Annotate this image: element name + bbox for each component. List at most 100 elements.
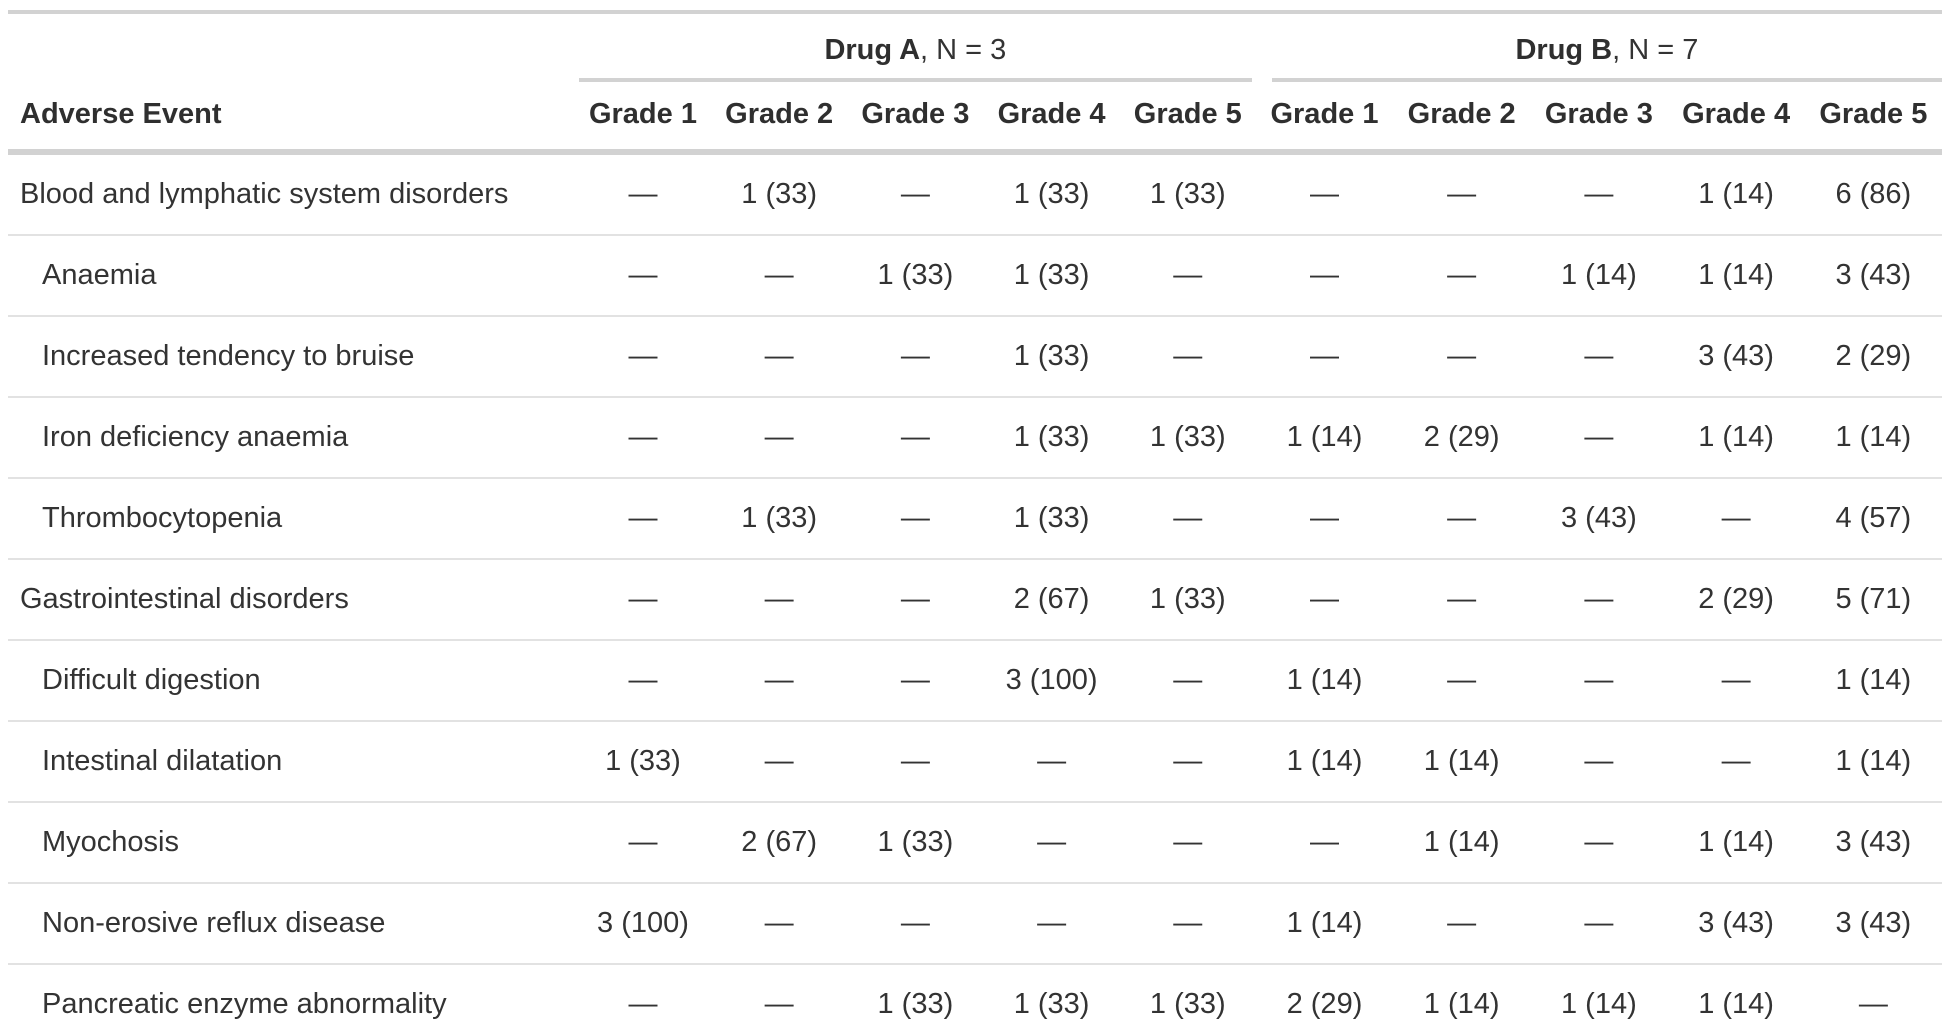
value-cell: —: [983, 801, 1120, 883]
value-cell: 1 (33): [983, 396, 1120, 478]
value-cell: 5 (71): [1804, 558, 1942, 640]
value-cell: —: [1584, 178, 1614, 210]
value-cell: 2 (29): [1804, 315, 1942, 397]
value-cell: 1 (14): [1804, 720, 1942, 802]
value-cell: 2 (29): [1393, 396, 1531, 478]
value-cell: —: [574, 639, 712, 721]
value-cell: —: [574, 558, 712, 640]
value-cell: 1 (33): [574, 720, 712, 802]
value-cell: —: [711, 396, 848, 478]
value-cell: 1 (14): [1667, 963, 1805, 1035]
drug-a-grade-2-header: Grade 2: [711, 82, 848, 155]
value-cell: —: [711, 720, 848, 802]
drug-b-spanner: Drug B, N = 7: [1256, 12, 1942, 82]
drug-a-n: , N = 3: [920, 34, 1007, 66]
value-cell: —: [983, 882, 1120, 964]
value-cell: —: [711, 558, 848, 640]
value-cell: 1 (33): [983, 234, 1120, 316]
value-cell: —: [1119, 639, 1256, 721]
value-cell: 4 (57): [1804, 477, 1942, 559]
drug-b-n: , N = 7: [1612, 34, 1699, 66]
event-label-cell: Intestinal dilatation: [8, 720, 575, 802]
table-row: Increased tendency to bruise — — — 1 (33…: [8, 315, 1942, 397]
value-cell: —: [574, 396, 712, 478]
value-cell: —: [1119, 801, 1256, 883]
value-cell: —: [1804, 963, 1942, 1035]
value-cell: 1 (14): [1804, 396, 1942, 478]
value-cell: —: [574, 801, 712, 883]
value-cell: 1 (33): [983, 477, 1120, 559]
value-cell: —: [847, 639, 984, 721]
value-cell: —: [847, 315, 984, 397]
event-label-cell: Difficult digestion: [8, 639, 575, 721]
value-cell: 3 (43): [1804, 801, 1942, 883]
table-row: Myochosis — 2 (67) 1 (33) — — — 1 (14) —…: [8, 801, 1942, 883]
drug-b-grade-3-header: Grade 3: [1530, 82, 1668, 155]
value-cell: 1 (14): [1393, 963, 1531, 1035]
value-cell: —: [1667, 720, 1805, 802]
event-label-cell: Thrombocytopenia: [8, 477, 575, 559]
value-cell: 1 (14): [1530, 963, 1668, 1035]
drug-b-grade-2-header: Grade 2: [1393, 82, 1531, 155]
event-label-cell: Blood and lymphatic system disorders: [20, 178, 509, 210]
value-cell: —: [1393, 234, 1531, 316]
value-cell: —: [1530, 396, 1668, 478]
event-label-cell: Iron deficiency anaemia: [8, 396, 575, 478]
table-body: Blood and lymphatic system disorders — 1…: [8, 152, 1942, 1035]
value-cell: 3 (43): [1667, 882, 1805, 964]
value-cell: —: [1255, 315, 1394, 397]
table-row: Anaemia — — 1 (33) 1 (33) — — — 1 (14) 1…: [8, 234, 1942, 316]
value-cell: —: [1119, 477, 1256, 559]
value-cell: —: [1393, 639, 1531, 721]
value-cell: —: [574, 234, 712, 316]
value-cell: —: [1393, 315, 1531, 397]
value-cell: 3 (43): [1804, 882, 1942, 964]
value-cell: 3 (100): [983, 639, 1120, 721]
event-label-cell: Anaemia: [8, 234, 575, 316]
value-cell: 1 (33): [983, 315, 1120, 397]
value-cell: —: [1393, 882, 1531, 964]
value-cell: 1 (14): [1667, 234, 1805, 316]
table-row: Blood and lymphatic system disorders — 1…: [8, 152, 1942, 235]
value-cell: —: [711, 315, 848, 397]
event-label-cell: Non-erosive reflux disease: [8, 882, 575, 964]
spanner-row: Drug A, N = 3 Drug B, N = 7: [8, 12, 1942, 82]
drug-a-grade-4-header: Grade 4: [983, 82, 1120, 155]
value-cell: —: [711, 963, 848, 1035]
value-cell: —: [1393, 558, 1531, 640]
value-cell: 1 (14): [1255, 639, 1394, 721]
value-cell: 1 (33): [1119, 396, 1256, 478]
adverse-events-table: Drug A, N = 3 Drug B, N = 7 Adverse Even…: [8, 10, 1942, 1035]
value-cell: 1 (14): [1255, 720, 1394, 802]
column-header-row: Adverse Event Grade 1 Grade 2 Grade 3 Gr…: [8, 82, 1942, 155]
value-cell: —: [1530, 801, 1668, 883]
table-row: Intestinal dilatation 1 (33) — — — — 1 (…: [8, 720, 1942, 802]
value-cell: —: [847, 720, 984, 802]
drug-a-grade-1-header: Grade 1: [574, 82, 712, 155]
value-cell: —: [1119, 234, 1256, 316]
value-cell: 1 (33): [1119, 963, 1256, 1035]
value-cell: 2 (29): [1667, 558, 1805, 640]
value-cell: —: [847, 396, 984, 478]
value-cell: —: [1530, 558, 1668, 640]
drug-a-grade-3-header: Grade 3: [847, 82, 984, 155]
value-cell: 1 (14): [1698, 178, 1774, 210]
value-cell: —: [1447, 178, 1477, 210]
value-cell: —: [1530, 882, 1668, 964]
value-cell: —: [1255, 801, 1394, 883]
value-cell: 3 (43): [1804, 234, 1942, 316]
value-cell: —: [711, 639, 848, 721]
value-cell: —: [574, 477, 712, 559]
value-cell: 1 (33): [847, 801, 984, 883]
value-cell: 1 (33): [1119, 558, 1256, 640]
value-cell: —: [1309, 178, 1339, 210]
drug-b-spanner-label: Drug B, N = 7: [1271, 33, 1942, 82]
table-header: Drug A, N = 3 Drug B, N = 7 Adverse Even…: [8, 12, 1942, 155]
value-cell: —: [1530, 720, 1668, 802]
value-cell: 1 (14): [1255, 396, 1394, 478]
value-cell: —: [1119, 882, 1256, 964]
value-cell: 1 (14): [1667, 801, 1805, 883]
value-cell: —: [1667, 477, 1805, 559]
value-cell: 2 (29): [1255, 963, 1394, 1035]
